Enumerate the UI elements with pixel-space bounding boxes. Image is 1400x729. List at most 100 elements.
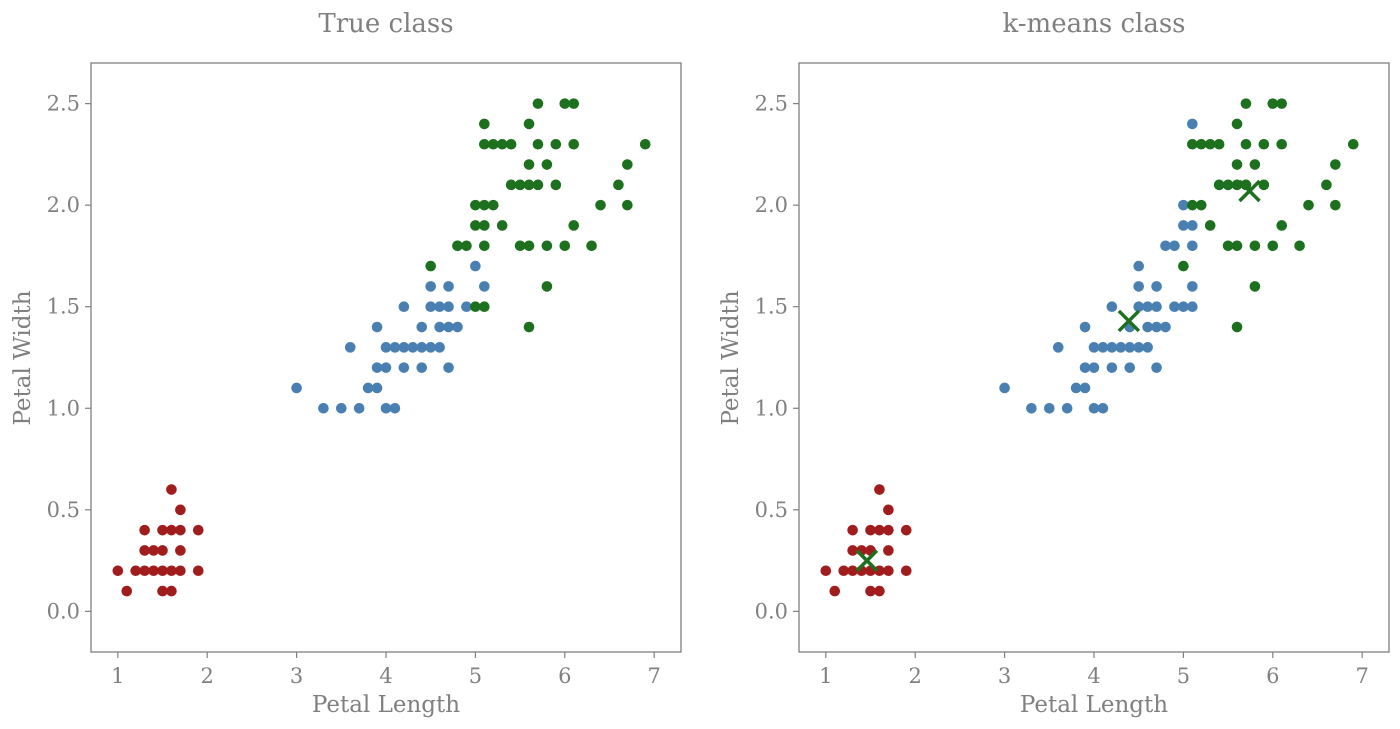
data-point — [479, 138, 490, 150]
data-point — [1195, 199, 1207, 211]
data-point — [166, 524, 177, 536]
data-point — [1169, 240, 1180, 252]
data-point — [505, 179, 517, 191]
data-point — [130, 565, 141, 577]
data-point — [523, 179, 535, 191]
data-point — [883, 524, 894, 536]
x-tick-label: 4 — [1087, 664, 1100, 688]
data-point — [532, 98, 544, 109]
data-point — [380, 342, 392, 353]
data-point — [496, 138, 508, 150]
data-point — [883, 565, 894, 577]
data-point — [362, 382, 374, 394]
y-tick-label: 1.5 — [755, 295, 788, 319]
data-point — [175, 545, 186, 556]
data-point — [470, 220, 481, 231]
data-point — [443, 321, 454, 333]
data-point — [461, 301, 472, 313]
x-tick-label: 7 — [647, 664, 660, 688]
data-point — [559, 98, 571, 109]
data-point — [1231, 159, 1243, 170]
data-point — [1142, 342, 1153, 353]
data-point — [1079, 382, 1091, 394]
data-point — [1133, 260, 1144, 272]
x-tick-label: 2 — [909, 664, 922, 688]
data-point — [1178, 199, 1189, 211]
data-point — [1187, 281, 1198, 292]
kmeans-class-plot: k-means class Petal Length Petal Width 1… — [718, 9, 1390, 718]
data-point — [1187, 301, 1198, 313]
x-tick-label: 4 — [379, 664, 392, 688]
data-point — [532, 179, 544, 191]
x-tick-label: 1 — [111, 664, 124, 688]
data-point — [1151, 362, 1162, 373]
y-tick-label: 2.5 — [47, 92, 80, 116]
data-point — [1240, 179, 1252, 191]
data-point — [900, 524, 912, 536]
data-point — [380, 362, 392, 373]
centroid-stroke — [855, 549, 879, 572]
data-point — [1169, 301, 1180, 313]
data-point — [1231, 321, 1243, 333]
data-point — [166, 585, 177, 597]
data-point — [874, 484, 885, 495]
data-point — [622, 159, 633, 170]
data-point — [1303, 199, 1314, 211]
data-point — [470, 199, 481, 211]
data-point — [1088, 362, 1100, 373]
data-point — [1151, 301, 1162, 313]
data-point — [550, 138, 562, 150]
data-point — [192, 524, 204, 536]
data-point — [398, 362, 410, 373]
centroid-stroke — [1117, 309, 1141, 333]
data-point — [479, 199, 490, 211]
x-tick-label: 3 — [290, 664, 303, 688]
data-point — [112, 565, 124, 577]
data-point — [166, 484, 177, 495]
data-point — [1124, 362, 1136, 373]
data-point — [1106, 301, 1118, 313]
data-point — [1187, 138, 1198, 150]
centroid-marker — [1117, 309, 1141, 333]
data-point — [496, 220, 508, 231]
data-point — [1330, 199, 1341, 211]
data-point — [883, 545, 894, 556]
data-point — [398, 342, 410, 353]
data-point — [523, 321, 535, 333]
true-class-plot: True class Petal Length Petal Width 1 2 3 4… — [10, 9, 682, 718]
data-point — [1097, 402, 1109, 414]
data-point — [479, 220, 490, 231]
data-point — [568, 138, 580, 150]
data-point — [389, 402, 401, 414]
data-point — [639, 138, 651, 150]
data-point — [1204, 220, 1216, 231]
plot-frame — [798, 62, 1390, 653]
data-point — [523, 118, 535, 130]
data-point — [586, 240, 597, 252]
data-point — [1258, 179, 1270, 191]
data-point — [523, 159, 535, 170]
plot-title: k-means class — [1002, 9, 1185, 39]
data-point — [1240, 138, 1252, 150]
data-point — [1052, 342, 1064, 353]
data-point — [1222, 179, 1234, 191]
data-point — [175, 524, 186, 536]
data-point — [847, 524, 858, 536]
data-point — [838, 565, 849, 577]
data-point — [157, 545, 168, 556]
data-point — [434, 321, 445, 333]
data-point — [613, 179, 624, 191]
data-point — [443, 281, 454, 292]
data-point — [479, 118, 490, 130]
y-tick-label: 2.0 — [47, 193, 80, 217]
x-tick-label: 5 — [469, 664, 482, 688]
data-point — [1160, 240, 1171, 252]
y-tick-label: 2.0 — [755, 193, 788, 217]
data-point — [1160, 321, 1171, 333]
data-point — [1330, 159, 1341, 170]
plot-frame — [90, 62, 682, 653]
data-point — [865, 585, 876, 597]
data-point — [1178, 260, 1189, 272]
data-point — [192, 565, 204, 577]
y-axis-label: Petal Width — [10, 290, 36, 425]
